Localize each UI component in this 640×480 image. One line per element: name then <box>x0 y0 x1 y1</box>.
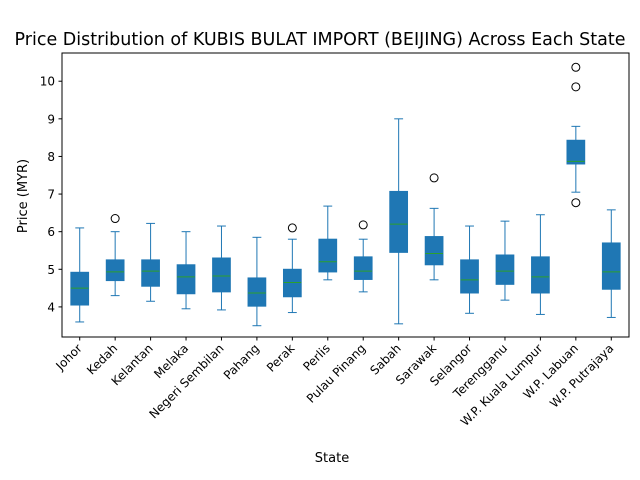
box-group <box>460 225 479 314</box>
iqr-box <box>353 256 373 280</box>
iqr-box <box>495 254 515 285</box>
box-group <box>424 173 444 281</box>
box-group <box>389 118 409 325</box>
iqr-box <box>141 259 160 287</box>
outlier-point <box>571 82 581 92</box>
plot-frame <box>61 52 630 338</box>
box-group <box>566 62 586 208</box>
iqr-box <box>70 271 90 306</box>
box-group <box>531 214 550 315</box>
box-group <box>105 214 125 297</box>
iqr-box <box>566 139 586 165</box>
iqr-box <box>460 259 479 294</box>
y-axis-label: Price (MYR) <box>16 159 31 233</box>
x-tick-label: Perak <box>264 341 298 375</box>
outlier-point <box>571 62 581 72</box>
iqr-box <box>389 190 409 253</box>
x-axis-label: State <box>315 451 349 466</box>
iqr-box <box>601 242 621 290</box>
x-tick-label: W.P. Putrajaya <box>547 341 616 410</box>
chart-title: Price Distribution of KUBIS BULAT IMPORT… <box>15 30 626 50</box>
x-tick-label: Pahang <box>221 341 262 382</box>
y-tick-label: 7 <box>47 188 55 202</box>
y-tick-label: 6 <box>47 225 55 239</box>
y-tick-label: 8 <box>47 150 55 164</box>
outlier-point <box>110 214 120 224</box>
box-group <box>353 220 373 293</box>
iqr-box <box>105 259 125 282</box>
y-tick-label: 5 <box>47 263 55 277</box>
y-tick-label: 4 <box>47 300 55 314</box>
box-group <box>247 236 267 327</box>
box-group <box>176 231 196 310</box>
iqr-box <box>176 264 196 295</box>
box-group <box>318 205 338 281</box>
iqr-box <box>531 256 550 294</box>
x-tick-label: Perlis <box>300 341 333 374</box>
iqr-box <box>247 277 267 307</box>
iqr-box <box>318 238 338 273</box>
box-group <box>282 223 302 314</box>
y-tick-label: 9 <box>47 112 55 126</box>
box-group <box>70 227 90 323</box>
iqr-box <box>282 268 302 298</box>
boxes-layer <box>70 62 621 327</box>
outlier-point <box>429 173 439 183</box>
box-group <box>601 209 621 318</box>
x-tick-label: Johor <box>52 341 84 373</box>
y-tick-label: 10 <box>40 75 55 89</box>
box-group <box>495 220 515 301</box>
outlier-point <box>287 223 297 233</box>
outlier-point <box>571 198 581 208</box>
box-group <box>141 222 160 302</box>
outlier-point <box>358 220 368 230</box>
box-group <box>212 225 231 311</box>
iqr-box <box>424 236 444 266</box>
iqr-box <box>212 257 231 293</box>
